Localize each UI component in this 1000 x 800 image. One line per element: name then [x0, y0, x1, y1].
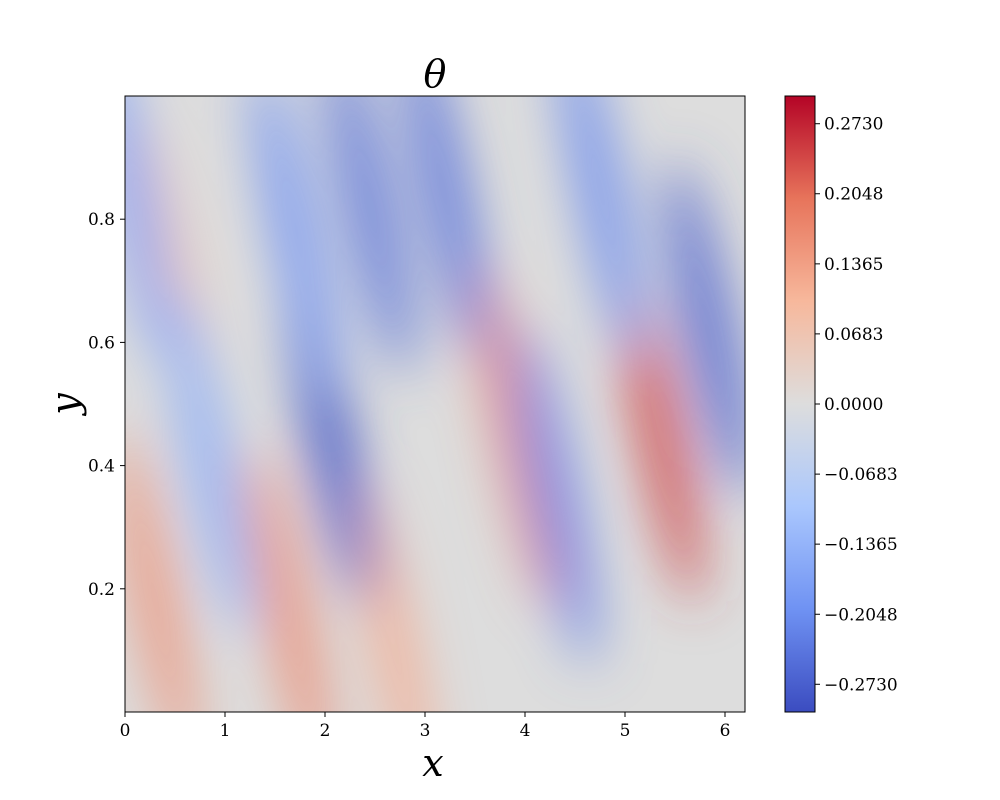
colorbar-tick-label: −0.0683 [824, 465, 898, 485]
field-feature-cool [559, 96, 641, 358]
x-axis-title: x [422, 741, 443, 785]
field-feature-warm [125, 432, 195, 712]
colorbar-tick-label: 0.0000 [824, 395, 883, 415]
colorbar [784, 95, 816, 713]
colorbar-tick-label: −0.2730 [824, 675, 898, 695]
x-axis: 0 1 2 3 4 5 6 [120, 712, 731, 741]
x-tick-label: 3 [420, 721, 431, 741]
x-tick-label: 4 [520, 721, 531, 741]
colorbar-tick-label: −0.2048 [824, 605, 898, 625]
colorbar-tick-label: 0.0683 [824, 325, 883, 345]
colorbar-tick-label: 0.2048 [824, 185, 883, 205]
field-feature-cool [169, 296, 251, 635]
plot-title: θ [424, 52, 447, 96]
field-feature-warm [475, 266, 555, 604]
field-feature-cool [669, 161, 745, 499]
y-axis-title: y [43, 393, 87, 417]
plot-frame [124, 95, 746, 713]
x-tick-label: 5 [620, 721, 631, 741]
field-feature-warm [250, 450, 330, 712]
y-tick-label: 0.8 [88, 210, 115, 230]
field-feature-cool [254, 96, 336, 401]
y-tick-label: 0.2 [88, 580, 115, 600]
colorbar-tick-label: −0.1365 [824, 535, 898, 555]
field-feature-warm [620, 266, 700, 604]
field-feature-warm [355, 481, 435, 712]
x-tick-label: 1 [220, 721, 231, 741]
field-feature-cool [329, 96, 411, 376]
field-feature-cool [514, 327, 596, 666]
field-feature-cool [125, 96, 171, 358]
x-tick-label: 6 [720, 721, 731, 741]
y-tick-label: 0.4 [88, 457, 115, 477]
y-tick-label: 0.6 [88, 333, 115, 353]
y-axis: 0.2 0.4 0.6 0.8 [88, 210, 125, 600]
field-feature-cool [404, 96, 486, 358]
colorbar-tick-label: 0.2730 [824, 115, 883, 135]
x-tick-label: 2 [320, 721, 331, 741]
heatmap-field [125, 96, 745, 712]
colorbar-tick-label: 0.1365 [824, 255, 883, 275]
x-tick-label: 0 [120, 721, 131, 741]
heatmap-plot-area [125, 96, 745, 712]
colorbar-ticks: −0.2730 −0.2048 −0.1365 −0.0683 0.0000 0.0683… [815, 115, 898, 695]
